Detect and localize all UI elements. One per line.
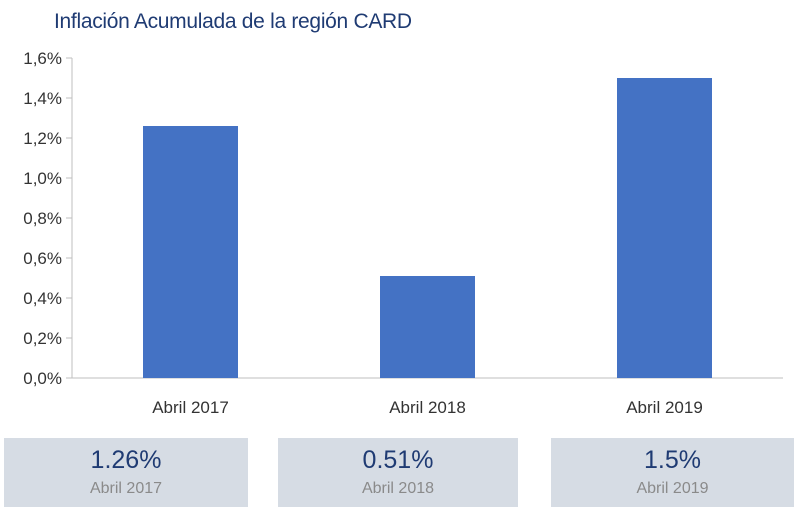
summary-period: Abril 2018 [361,480,435,497]
y-tick-label: 0,4% [23,289,62,308]
summary-value: 1.26% [90,446,162,474]
y-tick-label: 0,8% [23,209,62,228]
summary-value: 1.5% [644,446,701,474]
summary-period: Abril 2017 [89,480,163,497]
y-tick-label: 1,6% [23,49,62,68]
y-tick-label: 0,0% [23,369,62,388]
x-tick-label: Abril 2017 [152,398,229,417]
chart-title: Inflación Acumulada de la región CARD [54,10,412,33]
bar-chart: 0,0% 0,2% 0,4% 0,6% 0,8% 1,0% 1,2% 1,4% 1,6% Abri… [23,49,783,417]
y-tick-label: 0,2% [23,329,62,348]
summary-card-2018: 0.51% Abril 2018 [278,438,518,507]
x-tick-label: Abril 2018 [389,398,466,417]
bar [143,126,238,378]
summary-period: Abril 2019 [636,480,709,497]
bar [380,276,475,378]
x-tick-label: Abril 2019 [626,398,703,417]
y-tick-label: 0,6% [23,249,62,268]
y-tick-label: 1,4% [23,89,62,108]
bar [617,78,712,378]
summary-card-2019: 1.5% Abril 2019 [551,438,794,507]
y-tick-label: 1,0% [23,169,62,188]
summary-value: 0.51% [362,446,434,474]
y-tick-label: 1,2% [23,129,62,148]
summary-card-2017: 1.26% Abril 2017 [4,438,248,507]
